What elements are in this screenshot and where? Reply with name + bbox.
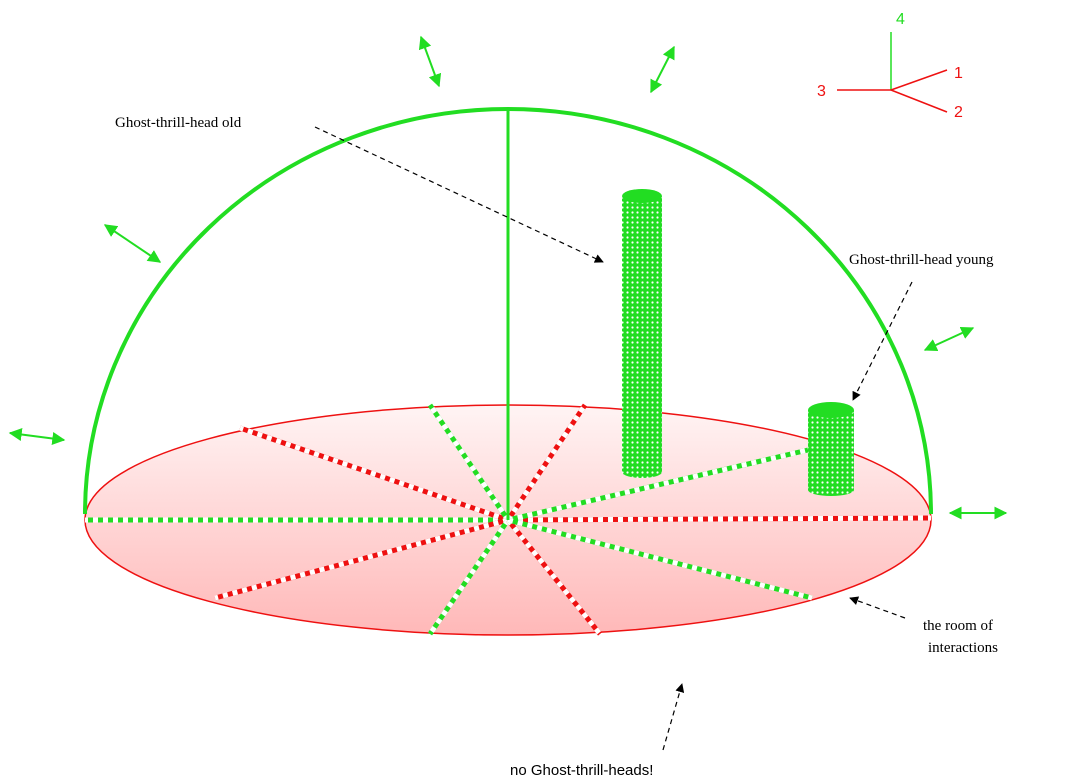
spoke-right-upper bbox=[507, 447, 809, 523]
double-arrow-icon bbox=[8, 428, 66, 445]
double-arrow-icon bbox=[103, 224, 162, 263]
double-arrow-icon bbox=[650, 45, 675, 94]
axis-label-2: 2 bbox=[954, 104, 963, 121]
pointer-no-heads bbox=[662, 683, 685, 751]
ghost-thrill-head-old-cylinder bbox=[622, 189, 662, 478]
expansion-arrows bbox=[8, 35, 1008, 520]
label-ghost-thrill-head-young: Ghost-thrill-head young bbox=[849, 252, 994, 268]
label-room-line-2: interactions bbox=[928, 640, 998, 656]
pointer-ghost-old bbox=[314, 126, 604, 263]
pointer-room bbox=[849, 596, 906, 619]
label-no-ghost-thrill-heads: no Ghost-thrill-heads! bbox=[510, 762, 653, 779]
ghost-thrill-head-young-cylinder bbox=[808, 402, 854, 496]
spoke-lower-right bbox=[507, 517, 813, 601]
radial-spokes bbox=[85, 403, 932, 636]
hemisphere-dome bbox=[83, 107, 933, 515]
spoke-upper-right bbox=[505, 403, 588, 522]
axis-label-3: 3 bbox=[817, 83, 826, 100]
spoke-upper-center bbox=[427, 403, 511, 522]
axis-icon bbox=[837, 32, 948, 113]
axis-label-1: 1 bbox=[954, 65, 963, 82]
spoke-lower-left bbox=[214, 517, 509, 601]
label-room-line-1: the room of bbox=[923, 618, 993, 634]
spoke-upper-left bbox=[239, 425, 509, 523]
pointer-arrows bbox=[314, 126, 913, 751]
spoke-lower-center-left bbox=[427, 518, 511, 636]
double-arrow-icon bbox=[923, 326, 975, 352]
spoke-lower-center-right bbox=[506, 518, 602, 636]
axis-label-4: 4 bbox=[896, 11, 905, 28]
spoke-horizontal-right bbox=[507, 515, 932, 523]
double-arrow-icon bbox=[418, 35, 442, 88]
pointer-ghost-young bbox=[852, 281, 913, 401]
label-ghost-thrill-head-old: Ghost-thrill-head old bbox=[115, 115, 242, 131]
